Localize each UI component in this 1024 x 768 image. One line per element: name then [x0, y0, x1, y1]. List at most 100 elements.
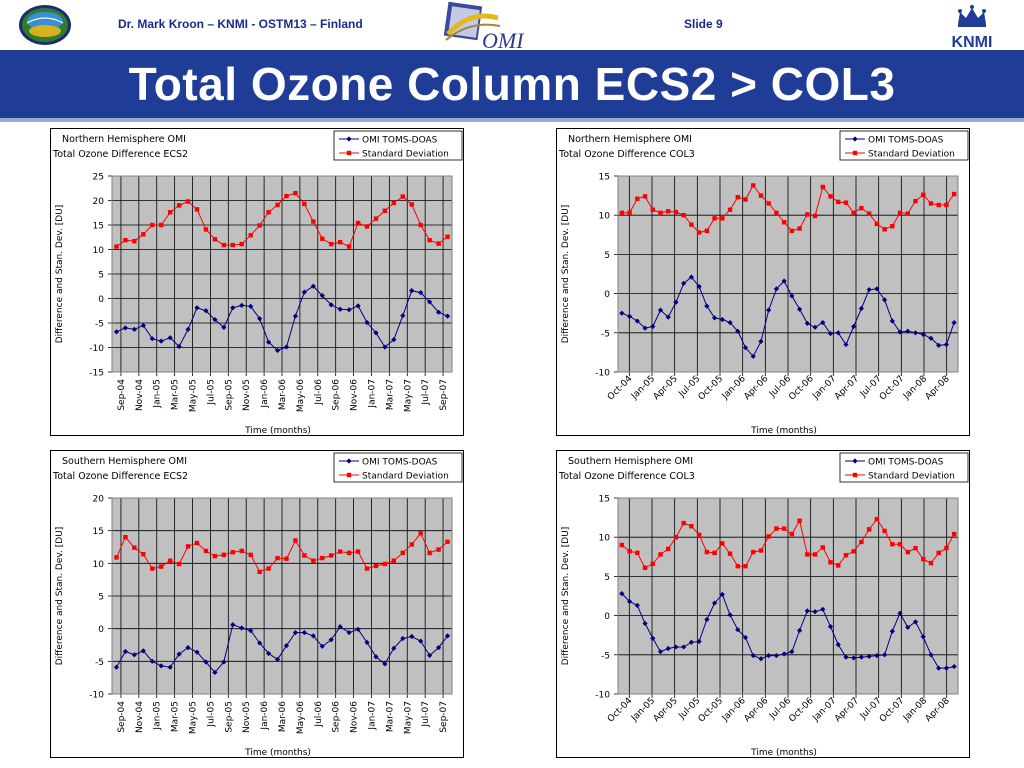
data-point-standard-deviation [812, 213, 818, 219]
knmi-logo-text: KNMI [952, 34, 993, 50]
data-point-omi-toms-doas [310, 283, 316, 289]
x-tick-label: May-05 [189, 379, 199, 412]
data-point-standard-deviation [212, 553, 218, 559]
data-point-standard-deviation [944, 545, 949, 551]
data-point-standard-deviation [921, 556, 926, 562]
chart-title-line: Total Ozone Difference COL3 [558, 471, 695, 482]
x-tick-label: Mar-07 [385, 701, 395, 732]
data-point-standard-deviation [789, 531, 795, 537]
data-point-standard-deviation [735, 194, 740, 200]
omi-logo-text: OMI [482, 28, 525, 52]
legend-marker-square [852, 472, 858, 478]
data-point-standard-deviation [167, 210, 173, 215]
data-point-omi-toms-doas [928, 335, 934, 341]
data-point-standard-deviation [230, 242, 235, 248]
x-tick-label: Sep-06 [332, 701, 342, 733]
x-tick-label: Mar-06 [278, 701, 288, 732]
y-tick-label: 5 [98, 271, 104, 281]
chart-title-line: Northern Hemisphere OMI [568, 134, 692, 145]
data-point-standard-deviation [176, 561, 182, 567]
data-point-standard-deviation [696, 230, 702, 235]
data-point-omi-toms-doas [750, 353, 756, 359]
y-tick-label: 0 [98, 625, 104, 635]
slide-number: Slide 9 [684, 17, 723, 31]
data-point-standard-deviation [284, 556, 289, 561]
data-point-omi-toms-doas [835, 642, 841, 648]
y-tick-label: 15 [599, 495, 610, 505]
x-axis-label: Time (months) [244, 748, 311, 758]
data-point-standard-deviation [132, 545, 137, 550]
x-tick-label: Sep-05 [224, 379, 234, 411]
x-tick-label: Jan-06 [260, 701, 270, 731]
x-tick-label: May-06 [296, 379, 306, 412]
data-point-standard-deviation [373, 563, 379, 569]
data-point-standard-deviation [329, 553, 334, 558]
y-tick-label: 0 [604, 290, 610, 300]
data-point-standard-deviation [828, 560, 833, 565]
data-point-standard-deviation [203, 227, 209, 232]
x-tick-label: May-05 [189, 701, 199, 734]
data-point-standard-deviation [681, 520, 686, 526]
y-axis-label: Difference and Stan. Dev. [DU] [55, 527, 65, 666]
data-point-omi-toms-doas [905, 328, 911, 334]
data-point-standard-deviation [751, 549, 756, 555]
y-tick-label: -5 [601, 329, 610, 339]
data-point-omi-toms-doas [319, 643, 325, 649]
y-tick-label: -5 [601, 651, 610, 661]
legend-label: Standard Deviation [362, 150, 449, 160]
data-point-standard-deviation [913, 198, 918, 204]
data-point-standard-deviation [346, 244, 352, 249]
data-point-standard-deviation [797, 226, 802, 231]
data-point-omi-toms-doas [696, 283, 702, 290]
legend-box [333, 452, 463, 483]
legend-label: OMI TOMS-DOAS [868, 458, 944, 468]
plot-border [111, 497, 453, 695]
data-point-standard-deviation [666, 209, 671, 214]
data-point-standard-deviation [897, 542, 903, 547]
data-point-omi-toms-doas [346, 629, 352, 636]
data-point-standard-deviation [114, 555, 119, 560]
data-point-standard-deviation [727, 207, 733, 212]
data-point-standard-deviation [951, 531, 957, 537]
data-point-omi-toms-doas [912, 619, 919, 625]
data-point-standard-deviation [673, 535, 679, 540]
data-point-standard-deviation [658, 210, 663, 216]
x-tick-label: Sep-06 [332, 379, 342, 411]
y-tick-label: -10 [89, 691, 104, 701]
data-point-standard-deviation [774, 526, 779, 531]
x-tick-label: Sep-04 [117, 379, 127, 411]
data-point-omi-toms-doas [212, 316, 218, 323]
data-point-standard-deviation [743, 197, 748, 202]
data-point-standard-deviation [820, 545, 825, 550]
x-tick-label: Jul-05 [206, 701, 216, 728]
x-tick-label: Nov-04 [135, 379, 145, 411]
chart-title-line: Total Ozone Difference ECS2 [52, 471, 188, 482]
data-point-standard-deviation [843, 200, 849, 205]
legend-box [839, 130, 969, 161]
y-tick-label: 25 [93, 173, 104, 183]
data-point-standard-deviation [882, 528, 887, 534]
data-point-standard-deviation [851, 210, 856, 216]
data-point-standard-deviation [781, 526, 787, 531]
plot-border [617, 175, 959, 373]
x-tick-label: Nov-05 [242, 379, 252, 411]
omi-logo: OMI [440, 0, 536, 53]
data-point-standard-deviation [248, 233, 253, 238]
data-point-omi-toms-doas [951, 663, 957, 670]
data-point-omi-toms-doas [789, 649, 795, 655]
data-point-omi-toms-doas [820, 320, 826, 326]
data-point-omi-toms-doas [203, 308, 209, 314]
data-point-omi-toms-doas [176, 651, 182, 657]
data-point-standard-deviation [194, 207, 200, 212]
data-point-omi-toms-doas [185, 645, 191, 651]
data-point-omi-toms-doas [936, 342, 942, 348]
data-point-standard-deviation [311, 558, 316, 563]
data-point-omi-toms-doas [858, 305, 865, 312]
data-point-standard-deviation [159, 222, 164, 228]
x-tick-label: Jan-05 [153, 701, 163, 731]
x-tick-label: Sep-05 [224, 701, 234, 733]
data-point-standard-deviation [866, 527, 872, 532]
data-point-standard-deviation [874, 221, 880, 227]
data-point-standard-deviation [696, 532, 702, 538]
y-tick-label: 0 [604, 612, 610, 622]
